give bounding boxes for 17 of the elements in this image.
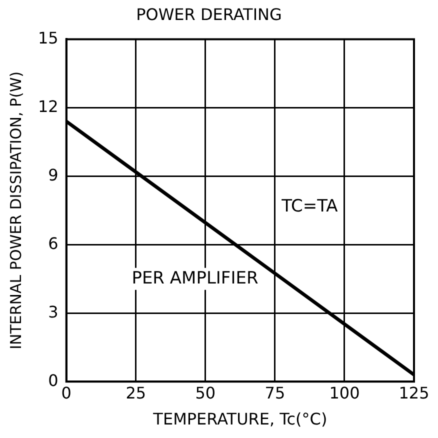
- x-tick-label: 100: [329, 383, 360, 402]
- x-tick-label: 75: [264, 383, 286, 402]
- y-tick-label: 0: [48, 370, 58, 390]
- y-tick-label: 3: [48, 302, 58, 322]
- x-tick-label: 125: [398, 383, 430, 402]
- annotation: TC=TA: [280, 196, 338, 216]
- y-tick-label: 15: [38, 28, 58, 48]
- y-tick-label: 12: [38, 96, 58, 116]
- x-tick-label: 0: [61, 383, 72, 402]
- x-axis-title: TEMPERATURE, Tc(°C): [152, 410, 328, 429]
- x-tick-label: 25: [126, 383, 146, 402]
- annotation: PER AMPLIFIER: [132, 268, 258, 288]
- y-axis-title: INTERNAL POWER DISSIPATION, P(W): [6, 71, 25, 350]
- x-tick-label: 50: [195, 383, 216, 402]
- chart-title: POWER DERATING: [136, 4, 282, 24]
- y-tick-label: 9: [48, 165, 58, 184]
- y-tick-label: 6: [48, 234, 58, 253]
